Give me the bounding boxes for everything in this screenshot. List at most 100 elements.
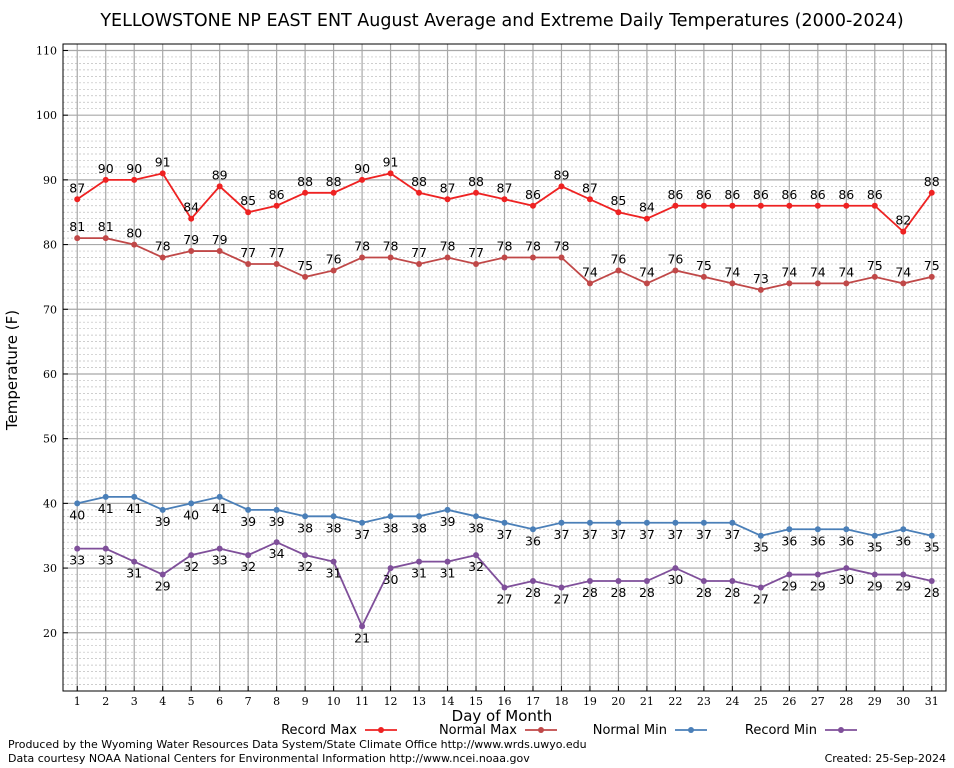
data-label: 40 [183, 507, 199, 522]
data-point [245, 209, 252, 216]
y-tick-label: 70 [43, 303, 57, 316]
data-label: 28 [924, 585, 940, 600]
x-tick-label: 28 [839, 695, 853, 708]
data-point [843, 280, 850, 287]
x-tick-label: 9 [302, 695, 309, 708]
data-label: 78 [525, 239, 541, 254]
data-label: 40 [69, 507, 85, 522]
data-label: 84 [639, 200, 655, 215]
data-point [302, 273, 309, 280]
data-label: 37 [610, 527, 626, 542]
data-point [558, 519, 565, 526]
data-point [302, 513, 309, 520]
data-label: 86 [696, 187, 712, 202]
data-point [473, 513, 480, 520]
y-tick-label: 30 [43, 562, 57, 575]
series-record-max: 87 90 90 91 84 89 85 86 88 88 90 91 88 87 88 87 86 89 87 85… [69, 154, 940, 235]
data-label: 77 [269, 245, 285, 260]
data-label: 36 [895, 533, 911, 548]
x-tick-label: 19 [583, 695, 597, 708]
data-point [273, 506, 280, 513]
data-point [245, 552, 252, 559]
data-point [586, 196, 593, 203]
data-point [871, 532, 878, 539]
x-tick-label: 11 [355, 695, 369, 708]
data-point [473, 189, 480, 196]
x-tick-label: 4 [159, 695, 166, 708]
x-axis-label: Day of Month [452, 707, 553, 725]
data-point [330, 558, 337, 565]
data-point [159, 571, 166, 578]
data-point [501, 254, 508, 261]
data-label: 86 [753, 187, 769, 202]
legend-item: Record Max [281, 723, 397, 738]
data-point [786, 571, 793, 578]
data-label: 38 [383, 520, 399, 535]
data-label: 85 [240, 193, 256, 208]
data-point [473, 260, 480, 267]
data-point [843, 526, 850, 533]
data-label: 78 [440, 239, 456, 254]
data-point [387, 513, 394, 520]
data-point [444, 254, 451, 261]
x-tick-label: 16 [498, 695, 512, 708]
data-point [928, 189, 935, 196]
data-point [843, 202, 850, 209]
data-label: 86 [724, 187, 740, 202]
x-tick-label: 20 [611, 695, 625, 708]
data-point [786, 202, 793, 209]
data-point [757, 202, 764, 209]
data-label: 90 [126, 161, 142, 176]
data-point [700, 202, 707, 209]
data-label: 88 [411, 174, 427, 189]
data-label: 81 [98, 219, 114, 234]
data-point [928, 273, 935, 280]
data-point [245, 260, 252, 267]
data-label: 39 [155, 514, 171, 529]
legend-label: Record Min [745, 723, 817, 738]
data-label: 74 [895, 264, 911, 279]
data-label: 88 [326, 174, 342, 189]
data-point [131, 176, 138, 183]
series-record-min: 33 33 31 29 32 33 32 34 32 31 21 30 31 31 32 27 28 27 28 28… [69, 539, 940, 645]
x-tick-label: 27 [811, 695, 825, 708]
legend-marker [688, 727, 694, 733]
data-label: 87 [582, 180, 598, 195]
footer-data-courtesy: Data courtesy NOAA National Centers for … [8, 752, 530, 765]
data-label: 37 [667, 527, 683, 542]
data-label: 37 [696, 527, 712, 542]
data-point [501, 196, 508, 203]
data-label: 87 [69, 180, 85, 195]
data-point [900, 228, 907, 235]
data-point [672, 519, 679, 526]
x-tick-label: 13 [412, 695, 426, 708]
data-point [586, 578, 593, 585]
data-point [729, 202, 736, 209]
x-tick-label: 7 [245, 695, 252, 708]
x-tick-label: 23 [697, 695, 711, 708]
data-label: 79 [183, 232, 199, 247]
data-point [615, 519, 622, 526]
data-label: 33 [98, 553, 114, 568]
legend-label: Normal Max [439, 723, 517, 738]
data-label: 86 [867, 187, 883, 202]
data-point [188, 215, 195, 222]
data-point [416, 260, 423, 267]
data-point [102, 235, 109, 242]
data-label: 90 [98, 161, 114, 176]
data-point [302, 189, 309, 196]
x-tick-label: 5 [188, 695, 195, 708]
data-label: 41 [126, 501, 142, 516]
data-label: 77 [240, 245, 256, 260]
data-point [558, 254, 565, 261]
data-label: 88 [297, 174, 313, 189]
legend-item: Normal Min [593, 723, 707, 738]
data-point [216, 493, 223, 500]
data-label: 75 [867, 258, 883, 273]
data-point [900, 526, 907, 533]
data-point [643, 280, 650, 287]
data-label: 38 [468, 520, 484, 535]
data-label: 38 [326, 520, 342, 535]
data-label: 27 [497, 591, 513, 606]
